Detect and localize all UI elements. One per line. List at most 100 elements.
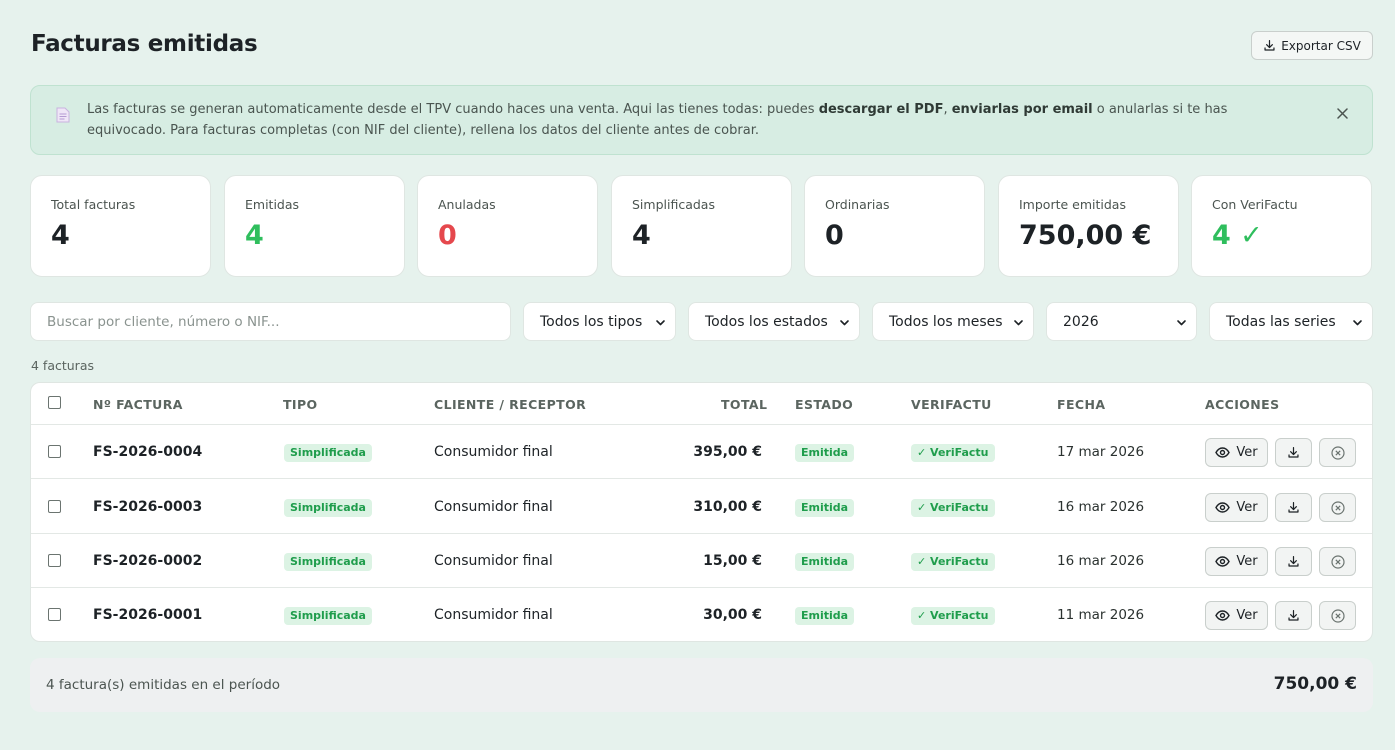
invoice-date: 16 mar 2026 [1057,553,1145,569]
close-banner-button[interactable] [1333,104,1351,122]
type-filter-value: Todos los tipos [540,313,643,330]
cancel-invoice-button[interactable] [1319,438,1356,467]
status-badge: Emitida [795,444,855,462]
stat-value: 750,00 € [1019,220,1152,251]
stat-card-cancelled: Anuladas 0 [417,175,598,277]
search-input[interactable] [30,302,511,341]
eye-icon [1215,610,1231,621]
client-name: Consumidor final [434,499,553,515]
column-header-status[interactable]: ESTADO [795,397,854,412]
column-header-date[interactable]: FECHA [1057,397,1106,412]
stat-card-simplified: Simplificadas 4 [611,175,792,277]
stat-value: 4 [245,220,264,251]
row-checkbox[interactable] [48,554,61,567]
export-csv-button[interactable]: Exportar CSV [1251,31,1373,60]
invoice-date: 16 mar 2026 [1057,499,1145,515]
download-icon [1288,610,1299,621]
chevron-down-icon [840,320,849,326]
stat-card-ordinary: Ordinarias 0 [804,175,985,277]
cancel-invoice-button[interactable] [1319,493,1356,522]
table-row[interactable]: FS-2026-0001 Simplificada Consumidor fin… [31,588,1372,641]
column-header-number[interactable]: Nº FACTURA [93,397,183,412]
invoice-total: 15,00 € [703,553,762,569]
stat-value: 4 [632,220,651,251]
view-button[interactable]: Ver [1205,438,1268,467]
stat-label: Emitidas [245,197,300,212]
column-header-type[interactable]: TIPO [283,397,318,412]
type-filter-select[interactable]: Todos los tipos [523,302,676,341]
year-filter-value: 2026 [1063,313,1099,330]
invoice-number[interactable]: FS-2026-0001 [93,607,203,623]
invoices-table: Nº FACTURA TIPO CLIENTE / RECEPTOR TOTAL… [30,382,1373,642]
chevron-down-icon [1177,320,1186,326]
row-checkbox[interactable] [48,608,61,621]
month-filter-select[interactable]: Todos los meses [872,302,1034,341]
row-checkbox[interactable] [48,500,61,513]
stat-label: Total facturas [51,197,136,212]
stat-label: Anuladas [438,197,496,212]
summary-footer: 4 factura(s) emitidas en el período 750,… [30,658,1373,712]
x-circle-icon [1330,554,1345,569]
download-pdf-button[interactable] [1275,547,1312,576]
view-button[interactable]: Ver [1205,493,1268,522]
verifactu-badge: ✓ VeriFactu [911,553,995,571]
page-title: Facturas emitidas [31,31,258,57]
stat-value: 4 [51,220,70,251]
view-button-label: Ver [1236,445,1258,460]
document-icon [56,107,70,123]
eye-icon [1215,447,1231,458]
download-pdf-button[interactable] [1275,438,1312,467]
eye-icon [1215,502,1231,513]
stat-label: Simplificadas [632,197,715,212]
invoice-total: 310,00 € [693,499,762,515]
view-button-label: Ver [1236,554,1258,569]
invoice-date: 11 mar 2026 [1057,607,1145,623]
summary-label: 4 factura(s) emitidas en el período [46,677,281,693]
invoice-date: 17 mar 2026 [1057,444,1145,460]
invoice-total: 395,00 € [693,444,762,460]
stat-label: Importe emitidas [1019,197,1126,212]
column-header-total[interactable]: TOTAL [721,397,768,412]
view-button-label: Ver [1236,500,1258,515]
table-row[interactable]: FS-2026-0002 Simplificada Consumidor fin… [31,534,1372,588]
type-badge: Simplificada [284,553,372,571]
status-badge: Emitida [795,607,855,625]
status-filter-select[interactable]: Todos los estados [688,302,860,341]
invoice-number[interactable]: FS-2026-0003 [93,499,203,515]
select-all-checkbox[interactable] [48,396,61,409]
invoice-total: 30,00 € [703,607,762,623]
status-filter-value: Todos los estados [705,313,828,330]
stat-card-verifactu: Con VeriFactu 4 ✓ [1191,175,1372,277]
client-name: Consumidor final [434,553,553,569]
download-pdf-button[interactable] [1275,493,1312,522]
month-filter-value: Todos los meses [889,313,1003,330]
row-checkbox[interactable] [48,445,61,458]
table-row[interactable]: FS-2026-0003 Simplificada Consumidor fin… [31,480,1372,534]
stat-value: 0 [825,220,844,251]
cancel-invoice-button[interactable] [1319,601,1356,630]
view-button[interactable]: Ver [1205,547,1268,576]
invoice-number[interactable]: FS-2026-0004 [93,444,203,460]
invoice-number[interactable]: FS-2026-0002 [93,553,203,569]
download-icon [1288,447,1299,458]
verifactu-badge: ✓ VeriFactu [911,499,995,517]
cancel-invoice-button[interactable] [1319,547,1356,576]
view-button[interactable]: Ver [1205,601,1268,630]
column-header-client[interactable]: CLIENTE / RECEPTOR [434,397,587,412]
column-header-verifactu[interactable]: VERIFACTU [911,397,992,412]
series-filter-select[interactable]: Todas las series [1209,302,1373,341]
verifactu-badge: ✓ VeriFactu [911,444,995,462]
year-filter-select[interactable]: 2026 [1046,302,1197,341]
status-badge: Emitida [795,553,855,571]
view-button-label: Ver [1236,608,1258,623]
stat-value: 0 [438,220,457,251]
status-badge: Emitida [795,499,855,517]
info-banner: Las facturas se generan automaticamente … [30,85,1373,155]
stat-value: 4 ✓ [1212,220,1263,251]
stat-label: Ordinarias [825,197,890,212]
type-badge: Simplificada [284,444,372,462]
chevron-down-icon [656,320,665,326]
table-row[interactable]: FS-2026-0004 Simplificada Consumidor fin… [31,425,1372,479]
summary-total: 750,00 € [1273,674,1357,694]
download-pdf-button[interactable] [1275,601,1312,630]
